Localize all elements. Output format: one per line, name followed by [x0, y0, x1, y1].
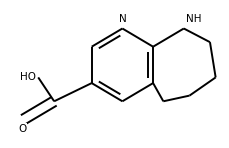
- Text: HO: HO: [20, 72, 36, 82]
- Text: N: N: [118, 14, 126, 24]
- Text: O: O: [18, 124, 26, 134]
- Text: NH: NH: [185, 14, 201, 24]
